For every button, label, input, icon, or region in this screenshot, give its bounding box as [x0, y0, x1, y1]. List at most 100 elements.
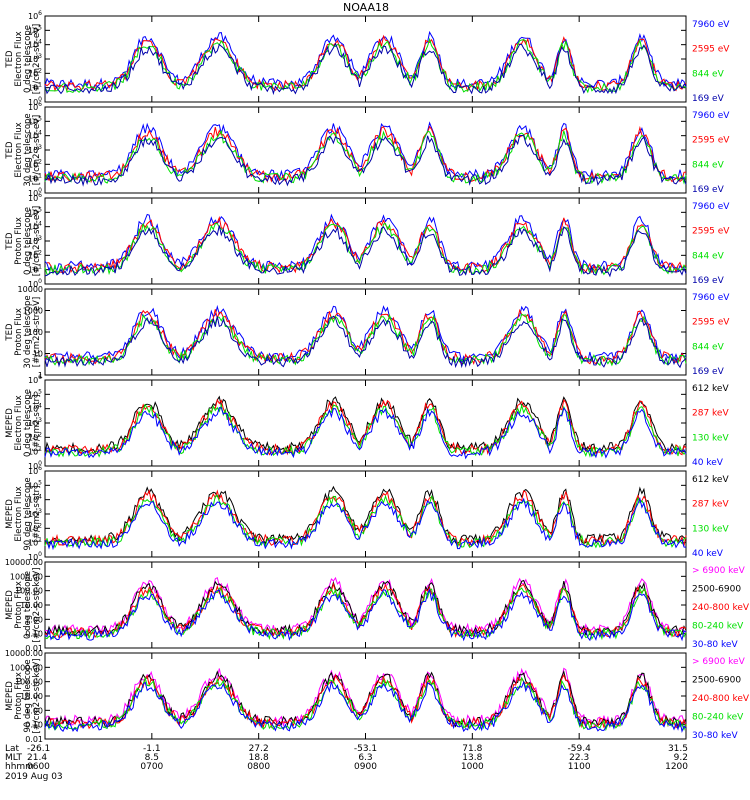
y-axis-label: Proton Flux [14, 672, 24, 720]
panel-frame [44, 470, 687, 558]
legend-entry: 287 keV [692, 409, 729, 419]
x-tick-mlt: 8.5 [145, 753, 159, 763]
x-tick-mlt: 21.4 [27, 753, 47, 763]
series-trace-1 [44, 669, 687, 728]
panel-frame [44, 652, 687, 740]
x-tick-mlt: 18.8 [249, 753, 269, 763]
y-axis-label: Proton Flux [14, 581, 24, 629]
legend-entry: 169 eV [692, 185, 725, 195]
legend-entry: > 6900 keV [692, 657, 746, 667]
y-tick-label: 10.00 [20, 601, 43, 610]
y-axis-label: MEPED [5, 681, 15, 711]
x-tick-hhmm: 0600 [27, 762, 50, 772]
x-row-label: Lat [5, 744, 20, 754]
x-tick-hhmm: 0900 [354, 762, 377, 772]
y-tick-label: 104 [28, 221, 42, 232]
y-axis-label: Electron Flux [14, 31, 24, 86]
y-tick-label: 101 [28, 537, 42, 548]
panel-ted-p-30: 1 10 100 1000 10000 TED Proton Flux 30 deg tele… [5, 285, 730, 380]
legend-entry: 240-800 keV [692, 694, 750, 704]
legend-entry: 80-240 keV [692, 622, 744, 632]
y-tick-label: 104 [28, 39, 42, 50]
legend-entry: 2595 eV [692, 136, 730, 146]
y-tick-label: 102 [28, 522, 42, 533]
panel-frame [44, 15, 687, 103]
legend-entry: 7960 eV [692, 20, 730, 30]
series-trace-1 [44, 489, 687, 548]
y-tick-label: 100 [28, 551, 42, 562]
y-axis-label: [#/cm2-s-str-eV] [32, 24, 42, 94]
series-trace-2 [45, 674, 687, 730]
y-tick-label: 104 [28, 494, 42, 505]
series-trace-2 [44, 222, 687, 276]
y-axis-label: TED [5, 323, 15, 342]
y-tick-label: 102 [28, 158, 42, 169]
y-tick-label: 105 [28, 479, 42, 490]
legend-entry: 240-800 keV [692, 603, 750, 613]
x-row-label: hhmm [5, 762, 34, 772]
y-axis-label: 90 deg telescope [23, 659, 33, 732]
legend-entry: 287 keV [692, 500, 729, 510]
panel-frame [44, 288, 687, 376]
y-tick-label: 100 [28, 328, 43, 337]
x-tick-lat: 31.5 [668, 744, 688, 754]
series-trace-2 [44, 582, 687, 639]
panel-meped-e-90: 100 101 102 103 104 105 106 MEPED Electron Flux 9… [5, 465, 729, 562]
series-trace-3 [44, 587, 687, 641]
y-tick-label: 0.10 [25, 630, 43, 639]
y-tick-label: 105 [28, 115, 42, 126]
x-tick-hhmm: 1200 [665, 762, 688, 772]
series-trace-1 [44, 34, 687, 92]
series-trace-0 [44, 121, 687, 182]
legend-entry: 80-240 keV [692, 713, 744, 723]
y-axis-label: Electron Flux [14, 486, 24, 541]
legend-entry: 130 keV [692, 433, 729, 443]
legend-entry: 169 eV [692, 367, 725, 377]
legend-entry: 40 keV [692, 458, 724, 468]
legend-entry: > 6900 keV [692, 566, 746, 576]
series-trace-3 [44, 407, 687, 460]
legend-entry: 130 keV [692, 524, 729, 534]
y-axis-label: Proton Flux [14, 308, 24, 356]
y-tick-label: 1000.00 [10, 663, 43, 672]
series-trace-0 [44, 30, 687, 90]
legend-entry: 844 eV [692, 342, 725, 352]
x-tick-lat: -53.1 [354, 744, 377, 754]
panel-ted-p-0: 100 101 102 103 104 105 106 TED Proton Flux 0 deg… [5, 192, 730, 289]
legend-entry: 40 keV [692, 549, 724, 559]
series-trace-3 [44, 676, 687, 732]
y-tick-label: 101 [28, 173, 42, 184]
y-tick-label: 100 [28, 460, 42, 471]
legend-entry: 30-80 keV [692, 731, 738, 741]
y-tick-label: 1000 [23, 307, 43, 316]
series-trace-3 [44, 225, 687, 278]
y-tick-label: 1.00 [25, 615, 43, 624]
y-tick-label: 106 [28, 374, 42, 385]
series-trace-0 [44, 576, 687, 637]
series-trace-3 [44, 315, 687, 369]
x-tick-lat: -59.4 [568, 744, 592, 754]
y-axis-label: 90 deg telescope [23, 477, 33, 550]
y-axis-label: 0 deg telescope [23, 389, 33, 457]
y-tick-label: 100.00 [15, 678, 43, 687]
y-axis-label: 30 deg telescope [23, 113, 33, 186]
x-tick-mlt: 9.2 [674, 753, 688, 763]
x-tick-hhmm: 0700 [140, 762, 163, 772]
panel-frame [44, 561, 687, 649]
y-tick-label: 10.00 [20, 692, 43, 701]
series-trace-0 [44, 667, 687, 728]
y-tick-label: 103 [28, 508, 42, 519]
y-tick-label: 106 [28, 10, 42, 21]
series-trace-3 [44, 497, 687, 551]
y-axis-label: Electron Flux [14, 395, 24, 450]
series-trace-0 [44, 213, 687, 273]
series-trace-1 [47, 215, 687, 275]
y-axis-label: 0 deg telescope [23, 571, 33, 639]
y-tick-label: 103 [28, 144, 42, 155]
x-tick-lat: -26.1 [27, 744, 50, 754]
y-tick-label: 101 [28, 264, 42, 275]
x-tick-hhmm: 1000 [461, 762, 484, 772]
y-tick-label: 10000.00 [5, 649, 43, 658]
y-tick-label: 0.10 [25, 721, 43, 730]
